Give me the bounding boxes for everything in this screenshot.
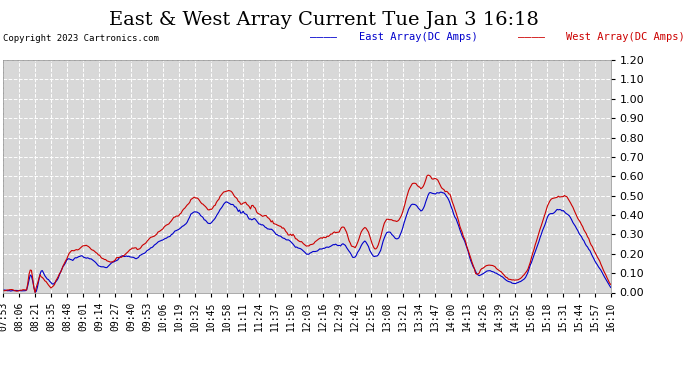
Text: Copyright 2023 Cartronics.com: Copyright 2023 Cartronics.com	[3, 34, 159, 43]
Text: West Array(DC Amps): West Array(DC Amps)	[566, 32, 684, 42]
Text: ————: ————	[310, 32, 337, 42]
Text: ————: ————	[518, 32, 544, 42]
Text: East & West Array Current Tue Jan 3 16:18: East & West Array Current Tue Jan 3 16:1…	[109, 11, 540, 29]
Text: East Array(DC Amps): East Array(DC Amps)	[359, 32, 477, 42]
